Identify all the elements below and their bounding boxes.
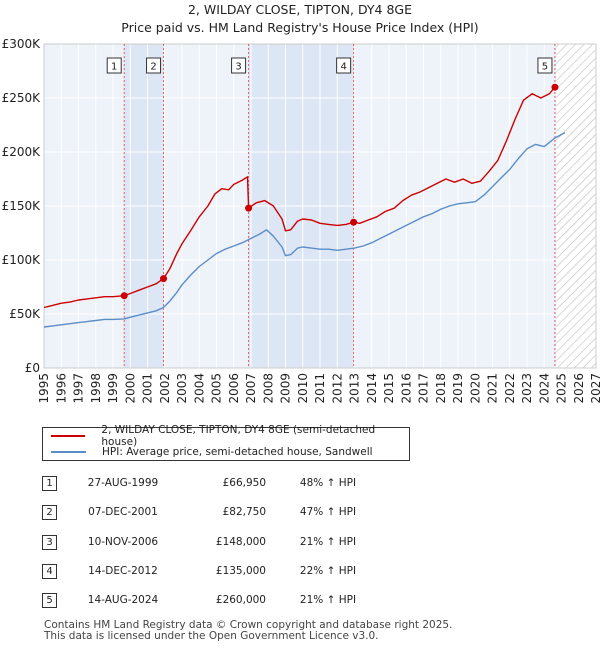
x-tick-label: 2006 [227,373,241,404]
y-tick-label: £0 [25,361,40,375]
x-tick-label: 1997 [72,373,86,404]
transaction-date: 10-NOV-2006 [87,535,159,548]
footer-attribution: Contains HM Land Registry data © Crown c… [44,620,452,642]
x-tick-label: 2005 [210,373,224,404]
marker-label: 3 [235,62,241,73]
table-row: 5 14-AUG-2024 £260,000 21% ↑ HPI [42,589,462,618]
transaction-hpi: 21% ↑ HPI [299,535,357,548]
transaction-date: 14-AUG-2024 [87,594,159,607]
transaction-number: 3 [42,534,57,550]
y-tick-label: £300K [2,37,42,51]
table-row: 2 07-DEC-2001 £82,750 47% ↑ HPI [42,501,462,530]
sale-point [245,204,253,212]
footer-line-licence: This data is licensed under the Open Gov… [44,630,379,642]
legend-label-hpi: HPI: Average price, semi-detached house,… [102,446,373,458]
hpi-series-line [43,131,566,328]
x-tick-label: 2008 [261,373,275,404]
legend: 2, WILDAY CLOSE, TIPTON, DY4 8GE (semi-d… [42,424,410,461]
x-tick-label: 2007 [244,373,258,404]
marker-label: 5 [542,62,548,73]
transaction-price: £135,000 [215,564,266,577]
marker-label-box [537,57,553,74]
x-tick-label: 2002 [158,373,172,404]
legend-swatch-property [51,435,86,437]
x-tick-label: 2021 [486,373,500,404]
legend-label-property: 2, WILDAY CLOSE, TIPTON, DY4 8GE (semi-d… [101,424,376,448]
transaction-number: 2 [42,505,57,521]
x-tick-label: 2016 [399,373,413,404]
transaction-number: 4 [42,563,57,579]
x-tick-label: 2017 [417,373,431,404]
transaction-price: £82,750 [222,506,266,519]
legend-item-hpi: HPI: Average price, semi-detached house,… [51,444,373,460]
marker-label-box [336,57,352,74]
marker-label-box [146,57,162,74]
transaction-price: £66,950 [222,477,266,489]
x-tick-label: 2009 [279,373,293,404]
y-tick-label: £50K [9,307,41,321]
x-tick-label: 2003 [175,373,189,404]
x-tick-label: 1999 [106,373,120,404]
property-series-line [43,86,556,309]
transaction-date: 14-DEC-2012 [88,564,158,577]
forecast-region [556,44,596,368]
x-tick-label: 2001 [141,373,155,404]
x-tick-label: 1995 [37,373,51,404]
x-tick-label: 2010 [296,373,310,404]
y-tick-label: £100K [2,253,42,267]
transaction-number: 1 [42,476,57,491]
legend-item-property: 2, WILDAY CLOSE, TIPTON, DY4 8GE (semi-d… [51,424,409,448]
sale-point [350,218,358,226]
legend-swatch-hpi [51,451,86,453]
marker-label: 1 [111,62,117,73]
marker-label-box [106,57,122,74]
x-tick-label: 2022 [503,373,517,404]
transaction-hpi: 22% ↑ HPI [299,564,357,577]
x-tick-label: 2000 [123,373,137,404]
x-tick-label: 2020 [468,373,482,404]
x-tick-label: 2013 [348,373,362,404]
y-tick-label: £150K [2,199,42,213]
transaction-hpi: 21% ↑ HPI [299,594,357,607]
x-tick-label: 2019 [451,373,465,404]
transaction-date: 27-AUG-1999 [87,477,159,489]
x-tick-label: 2014 [365,373,379,404]
x-tick-label: 2015 [382,373,396,404]
transaction-price: £148,000 [215,535,266,548]
x-tick-label: 2024 [537,373,551,404]
x-tick-label: 2012 [330,373,344,404]
table-row: 1 27-AUG-1999 £66,950 48% ↑ HPI [42,472,462,501]
transaction-hpi: 47% ↑ HPI [299,506,357,519]
sale-point [160,275,168,283]
sale-point [120,292,128,300]
table-row: 3 10-NOV-2006 £148,000 21% ↑ HPI [42,531,462,560]
chart-title: 2, WILDAY CLOSE, TIPTON, DY4 8GE [188,2,412,17]
y-tick-label: £200K [2,145,42,159]
transaction-price: £260,000 [215,594,266,607]
x-tick-label: 1996 [54,373,68,404]
x-tick-label: 2011 [313,373,327,404]
table-row: 4 14-DEC-2012 £135,000 22% ↑ HPI [42,560,462,589]
price-chart: 2, WILDAY CLOSE, TIPTON, DY4 8GE Price p… [2,2,600,404]
chart-subtitle: Price paid vs. HM Land Registry's House … [121,20,478,35]
transaction-hpi: 48% ↑ HPI [299,477,357,489]
x-tick-label: 2023 [520,373,534,404]
footer-line-copyright: Contains HM Land Registry data © Crown c… [44,619,453,631]
x-tick-label: 2027 [589,373,600,404]
plot-frame [43,43,597,369]
sale-point [551,83,559,91]
transaction-number: 5 [42,593,57,609]
marker-label: 2 [150,62,156,73]
marker-label: 4 [340,62,346,73]
x-tick-label: 2026 [572,373,586,404]
marker-label-box [231,57,247,74]
x-tick-label: 2004 [192,373,206,404]
x-tick-label: 1998 [89,373,103,404]
x-tick-label: 2025 [555,373,569,404]
y-tick-label: £250K [2,91,42,105]
x-tick-label: 2018 [434,373,448,404]
transactions-table: 1 27-AUG-1999 £66,950 48% ↑ HPI 2 07-DEC… [42,472,462,618]
transaction-date: 07-DEC-2001 [88,506,158,519]
